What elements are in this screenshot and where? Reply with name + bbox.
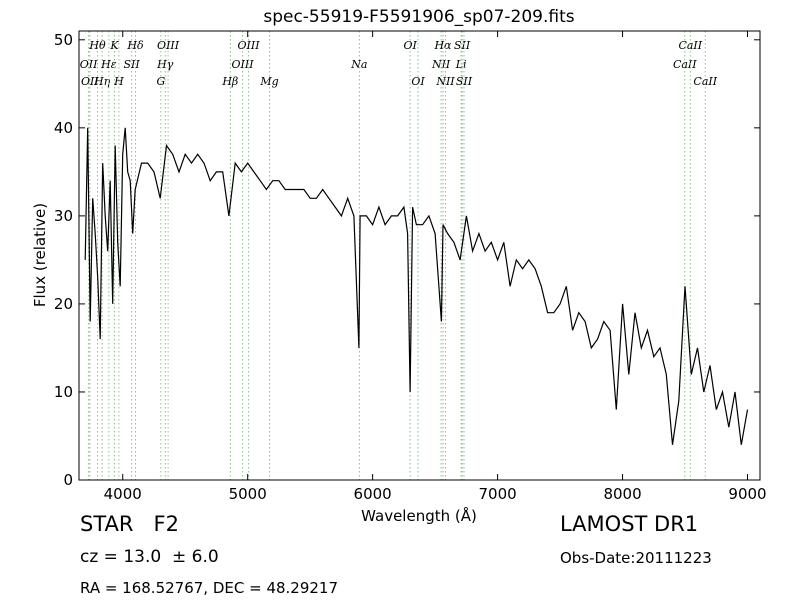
x-tick-label: 5000 (229, 485, 267, 503)
x-tick-label: 8000 (603, 485, 641, 503)
x-axis-label: Wavelength (Å) (361, 506, 477, 525)
spectral-line-label: OIII (238, 39, 261, 52)
spectral-line-label: Hα (433, 39, 452, 52)
spectral-line-label: NII (435, 75, 455, 88)
spectral-line-label: CaII (673, 58, 697, 71)
y-tick-label: 20 (54, 295, 73, 313)
flux-line (84, 127, 749, 445)
spectral-line-label: Hβ (221, 75, 238, 88)
spectral-line-label: Na (350, 58, 367, 71)
spectral-line-label: CaII (693, 75, 717, 88)
redshift-label: cz = 13.0 ± 6.0 (80, 547, 219, 567)
spectral-line-label: SII (454, 39, 471, 52)
x-tick-label: 4000 (104, 485, 142, 503)
y-tick-label: 50 (54, 31, 73, 49)
line-markers: OII OII Hθ Hη Hε K H SII Hδ Hγ G OIII Hβ OIII OIII Mg Na… (80, 31, 718, 480)
spectral-line-label: NII (431, 58, 451, 71)
chart-title: spec-55919-F5591906_sp07-209.fits (263, 7, 574, 27)
y-tick-label: 0 (63, 471, 73, 489)
spectral-line-label: H (113, 75, 124, 88)
y-tick-label: 30 (54, 207, 73, 225)
y-tick-label: 40 (54, 119, 73, 137)
obs-date-label: Obs-Date:20111223 (560, 549, 712, 567)
plot-frame (78, 30, 761, 481)
spectral-line-label: OIII (157, 39, 180, 52)
spectral-line-label: SII (123, 58, 140, 71)
object-class-label: STAR F2 (80, 512, 179, 536)
x-tick-label: 9000 (728, 485, 766, 503)
spectral-line-label: Hθ (88, 39, 106, 52)
survey-label: LAMOST DR1 (560, 512, 699, 536)
spectral-line-label: Hδ (126, 39, 144, 52)
x-tick-label: 6000 (354, 485, 392, 503)
spectral-line-label: G (156, 75, 165, 88)
spectral-line-label: OIII (232, 58, 255, 71)
x-tick-label: 7000 (479, 485, 517, 503)
axis-ticks: 4000 5000 6000 7000 8000 9000 0 10 20 30 40 50 (54, 31, 767, 503)
spectral-line-label: Mg (259, 75, 278, 88)
spectral-line-label: CaII (678, 39, 702, 52)
spectral-line-label: Hγ (156, 58, 174, 71)
spectral-line-label: OII (81, 75, 99, 88)
spectral-line-label: Hη (93, 75, 111, 88)
y-tick-label: 10 (54, 383, 73, 401)
spectral-line-label: Hε (100, 58, 117, 71)
y-axis-label: Flux (relative) (31, 203, 49, 307)
spectral-line-label: OII (80, 58, 98, 71)
coordinates-label: RA = 168.52767, DEC = 48.29217 (80, 579, 339, 597)
spectral-line-label: K (109, 39, 119, 52)
spectral-line-label: OI (403, 39, 417, 52)
spectral-line-label: Li (455, 58, 467, 71)
spectral-line-label: SII (456, 75, 473, 88)
spectral-line-label: OI (411, 75, 425, 88)
